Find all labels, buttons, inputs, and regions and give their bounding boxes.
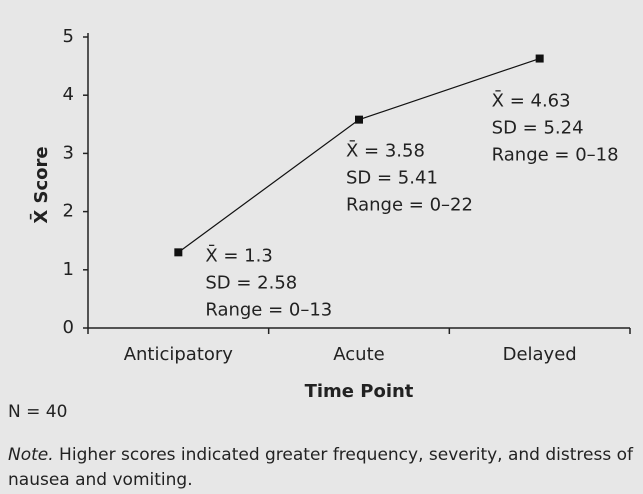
x-tick-label: Acute [333,344,384,365]
y-axis-label: X̄ Score [30,146,52,223]
note-label: Note. [8,445,54,465]
y-tick-label: 1 [63,259,74,280]
note: Note. Higher scores indicated greater fr… [8,443,638,493]
annotation: SD = 5.24 [492,118,584,139]
chart: X̄ Score Time Point 0 1 2 3 4 5 Anticipatory X̄… [30,26,631,400]
y-tick-label: 5 [63,26,74,47]
annotation: Range = 0–22 [346,195,473,216]
annotation: X̄ = 4.63 [492,89,571,111]
n-note: N = 40 [8,402,68,422]
y-tick-label: 4 [63,84,74,105]
data-point [535,54,544,63]
annotation: X̄ = 1.3 [205,244,272,266]
annotation: SD = 2.58 [205,272,297,293]
annotation: Range = 0–13 [205,299,332,320]
y-tick-label: 2 [63,201,74,222]
data-point [174,248,183,257]
note-text: Higher scores indicated greater frequenc… [8,445,633,490]
x-axis-label: Time Point [305,381,414,400]
y-tick-label: 0 [63,317,74,338]
annotation: Range = 0–18 [492,145,619,166]
annotation: X̄ = 3.58 [346,139,425,161]
x-tick-label: Delayed [503,344,577,365]
data-point [355,115,363,124]
x-tick-label: Anticipatory [124,344,234,365]
annotation: SD = 5.41 [346,168,438,189]
y-tick-label: 3 [63,142,74,163]
